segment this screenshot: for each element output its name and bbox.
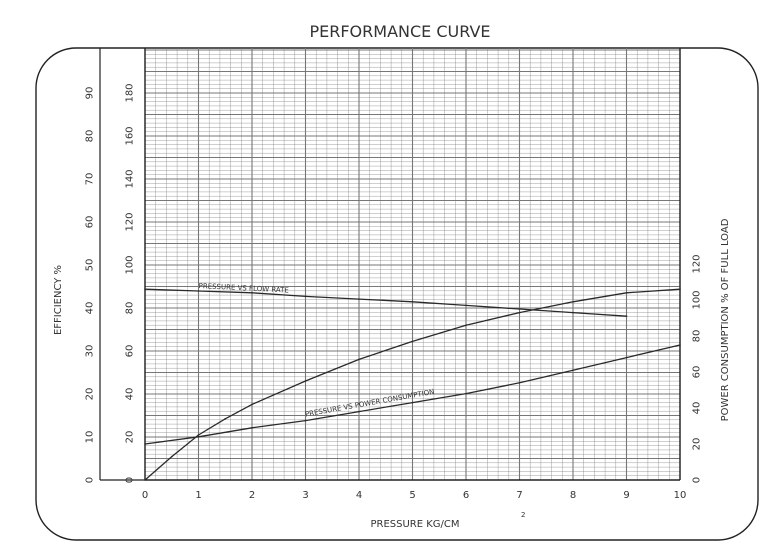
inner-left-tick-label: 140 (125, 169, 136, 188)
inner-left-tick-label: 160 (125, 126, 136, 145)
data-point (465, 324, 467, 327)
data-point (197, 290, 200, 292)
efficiency-tick-label: 20 (85, 388, 96, 401)
inner-left-tick-label: 100 (125, 255, 136, 274)
data-point (679, 288, 681, 291)
x-axis-label: PRESSURE KG/CM (370, 519, 459, 530)
efficiency-tick-label: 0 (85, 477, 96, 483)
data-point (224, 418, 227, 420)
data-point (572, 301, 574, 303)
efficiency-tick-label: 10 (85, 431, 96, 444)
x-tick-label: 4 (356, 490, 362, 501)
x-tick-label: 10 (674, 490, 687, 501)
inner-left-tick-label: 80 (125, 302, 136, 315)
x-tick-label: 6 (463, 490, 469, 501)
data-point (465, 304, 467, 307)
right-tick-label: 100 (692, 290, 703, 309)
efficiency-tick-label: 50 (85, 259, 96, 272)
right-tick-label: 120 (692, 254, 703, 273)
grid (144, 48, 681, 481)
data-point (358, 298, 360, 300)
efficiency-tick-label: 70 (85, 173, 96, 186)
x-tick-label: 3 (302, 490, 308, 501)
efficiency-tick-label: 90 (85, 87, 96, 100)
data-point (625, 292, 628, 294)
inner-left-tick-label: 60 (125, 345, 136, 358)
x-tick-label: 9 (623, 490, 629, 501)
tick-labels: 0 1 2 3 4 5 6 7 8 9 100102030405060708090020406080… (85, 83, 703, 501)
efficiency-tick-label: 30 (85, 345, 96, 358)
data-point (144, 288, 146, 291)
inner-left-tick-label: 20 (125, 431, 136, 444)
x-axis-label-superscript: 2 (521, 511, 525, 519)
inner-left-tick-label: 40 (125, 388, 136, 401)
inner-left-tick-label: 120 (125, 212, 136, 231)
efficiency-tick-label: 80 (85, 130, 96, 143)
right-tick-label: 40 (692, 402, 703, 415)
data-point (625, 315, 628, 318)
data-point (572, 369, 574, 372)
right-tick-label: 80 (692, 330, 703, 343)
data-point (304, 295, 307, 298)
inner-left-tick-label: 0 (125, 477, 136, 483)
data-point (197, 436, 200, 438)
data-point (411, 301, 414, 303)
data-point (358, 410, 360, 413)
data-point (144, 479, 146, 481)
data-point (304, 419, 307, 422)
data-point (411, 401, 414, 404)
x-tick-label: 7 (516, 490, 522, 501)
data-point (251, 403, 253, 406)
data-point (197, 434, 200, 436)
inner-left-tick-label: 180 (125, 83, 136, 102)
data-point (572, 311, 574, 314)
data-point (411, 340, 414, 343)
x-tick-label: 5 (409, 490, 415, 501)
efficiency-tick-label: 40 (85, 302, 96, 315)
data-point (625, 356, 628, 359)
data-point (170, 455, 173, 458)
data-point (251, 427, 253, 429)
data-point (358, 358, 360, 361)
right-tick-label: 60 (692, 366, 703, 379)
right-tick-label: 0 (692, 477, 703, 483)
power-axis-label: POWER CONSUMPTION % OF FULL LOAD (720, 218, 731, 421)
right-tick-label: 20 (692, 438, 703, 451)
flow-rate-curve (144, 288, 627, 317)
data-point (518, 308, 521, 310)
chart-title: PERFORMANCE CURVE (309, 22, 490, 41)
x-tick-label: 8 (570, 490, 576, 501)
data-point (144, 443, 146, 445)
data-point (465, 392, 467, 395)
rounded-frame (35, 47, 759, 541)
efficiency-axis-label: EFFICIENCY % (53, 265, 64, 335)
data-point (518, 382, 521, 384)
data-point (679, 344, 681, 346)
x-tick-label: 2 (249, 490, 255, 501)
x-tick-label: 0 (142, 490, 148, 501)
data-point (251, 292, 253, 294)
x-tick-label: 1 (195, 490, 201, 501)
data-point (304, 380, 307, 382)
efficiency-tick-label: 60 (85, 216, 96, 229)
data-point (518, 311, 521, 314)
